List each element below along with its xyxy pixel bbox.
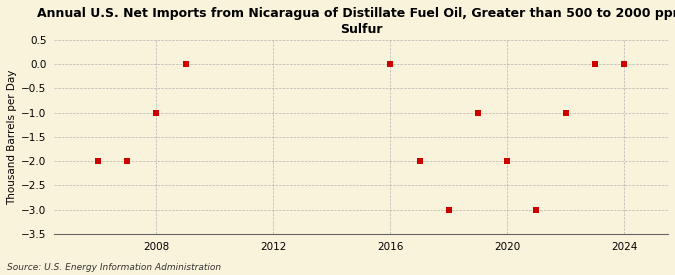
Point <box>589 62 600 66</box>
Point <box>502 159 513 163</box>
Title: Annual U.S. Net Imports from Nicaragua of Distillate Fuel Oil, Greater than 500 : Annual U.S. Net Imports from Nicaragua o… <box>36 7 675 36</box>
Y-axis label: Thousand Barrels per Day: Thousand Barrels per Day <box>7 69 17 205</box>
Point <box>619 62 630 66</box>
Point <box>531 207 542 212</box>
Point <box>385 62 396 66</box>
Point <box>443 207 454 212</box>
Point <box>151 111 162 115</box>
Point <box>180 62 191 66</box>
Point <box>472 111 483 115</box>
Point <box>122 159 132 163</box>
Point <box>560 111 571 115</box>
Point <box>414 159 425 163</box>
Text: Source: U.S. Energy Information Administration: Source: U.S. Energy Information Administ… <box>7 263 221 272</box>
Point <box>92 159 103 163</box>
